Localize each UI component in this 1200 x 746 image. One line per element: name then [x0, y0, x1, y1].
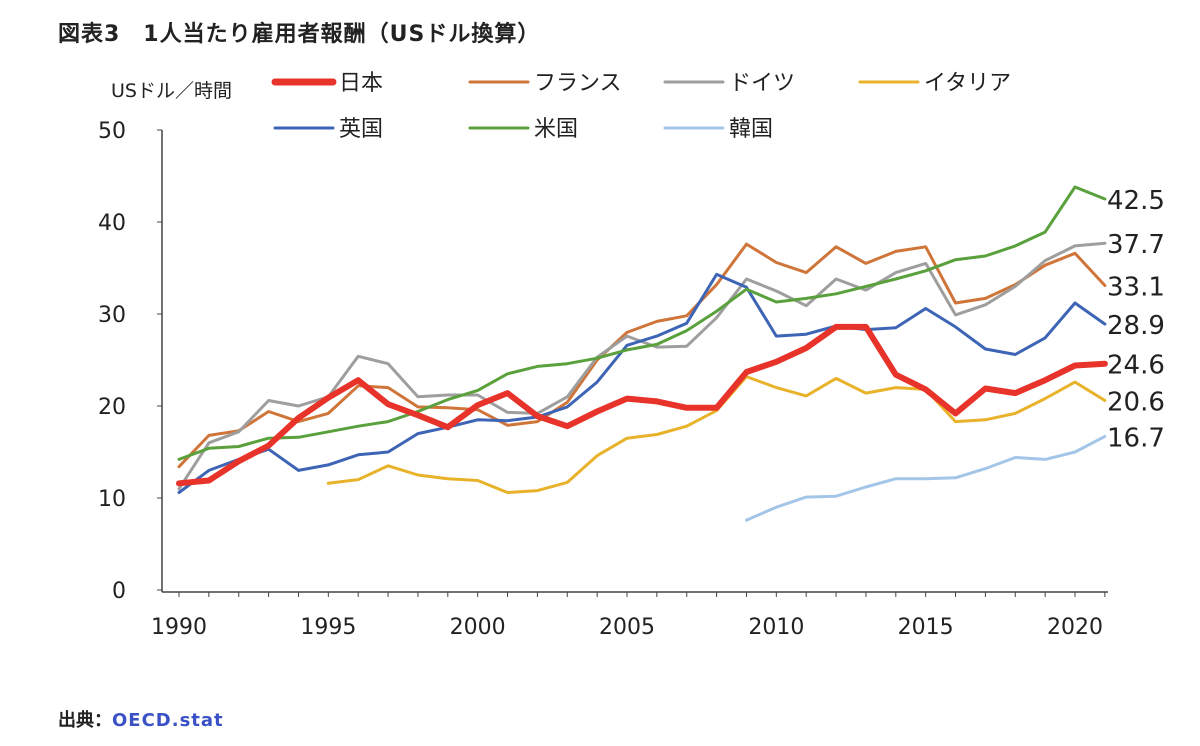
y-tick-label: 0 [112, 579, 126, 604]
series-line [177, 272, 1107, 494]
end-value-label: 42.5 [1107, 186, 1165, 216]
end-value-label: 33.1 [1107, 272, 1165, 302]
source-note: 出典：OECD.stat [58, 706, 224, 732]
legend-label: 日本 [339, 71, 383, 96]
end-value-label: 20.6 [1107, 387, 1165, 417]
x-tick-label: 2020 [1047, 615, 1103, 640]
x-tick-label: 2015 [898, 615, 954, 640]
series-line [177, 242, 1107, 469]
page-title: 図表3 1人当たり雇用者報酬（USドル換算） [58, 22, 541, 47]
series-line [177, 241, 1107, 491]
y-tick-label: 10 [98, 487, 126, 512]
legend-label: イタリア [924, 71, 1011, 96]
series-line [176, 323, 1108, 487]
legend-item: 日本 [271, 71, 383, 96]
x-tick-label: 2010 [748, 615, 804, 640]
legend-label: 英国 [339, 117, 383, 142]
legend-label: 米国 [534, 117, 578, 142]
y-tick-label: 50 [98, 119, 126, 144]
source-prefix: 出典： [58, 710, 112, 731]
legend-item: 韓国 [663, 117, 773, 142]
legend-label: フランス [534, 71, 622, 96]
legend-item: ドイツ [663, 71, 795, 96]
end-value-label: 16.7 [1107, 423, 1165, 453]
y-tick-label: 40 [98, 211, 126, 236]
x-tick-label: 1995 [300, 615, 356, 640]
series-line [745, 434, 1107, 522]
legend-label: ドイツ [729, 71, 795, 96]
end-value-label: 28.9 [1107, 311, 1165, 341]
source-link[interactable]: OECD.stat [112, 710, 224, 731]
legend-label: 韓国 [729, 117, 773, 142]
series-line [177, 185, 1107, 461]
y-tick-label: 20 [98, 395, 126, 420]
end-value-label: 24.6 [1107, 351, 1165, 381]
legend-item: 英国 [273, 117, 383, 142]
x-tick-label: 2005 [599, 615, 655, 640]
y-axis-unit-label: USドル／時間 [111, 80, 232, 102]
end-value-label: 37.7 [1107, 230, 1165, 260]
x-tick-label: 2000 [450, 615, 506, 640]
legend-item: イタリア [858, 71, 1011, 96]
x-tick-label: 1990 [151, 615, 207, 640]
legend-item: フランス [468, 71, 622, 96]
legend-item: 米国 [468, 117, 578, 142]
y-tick-label: 30 [98, 303, 126, 328]
